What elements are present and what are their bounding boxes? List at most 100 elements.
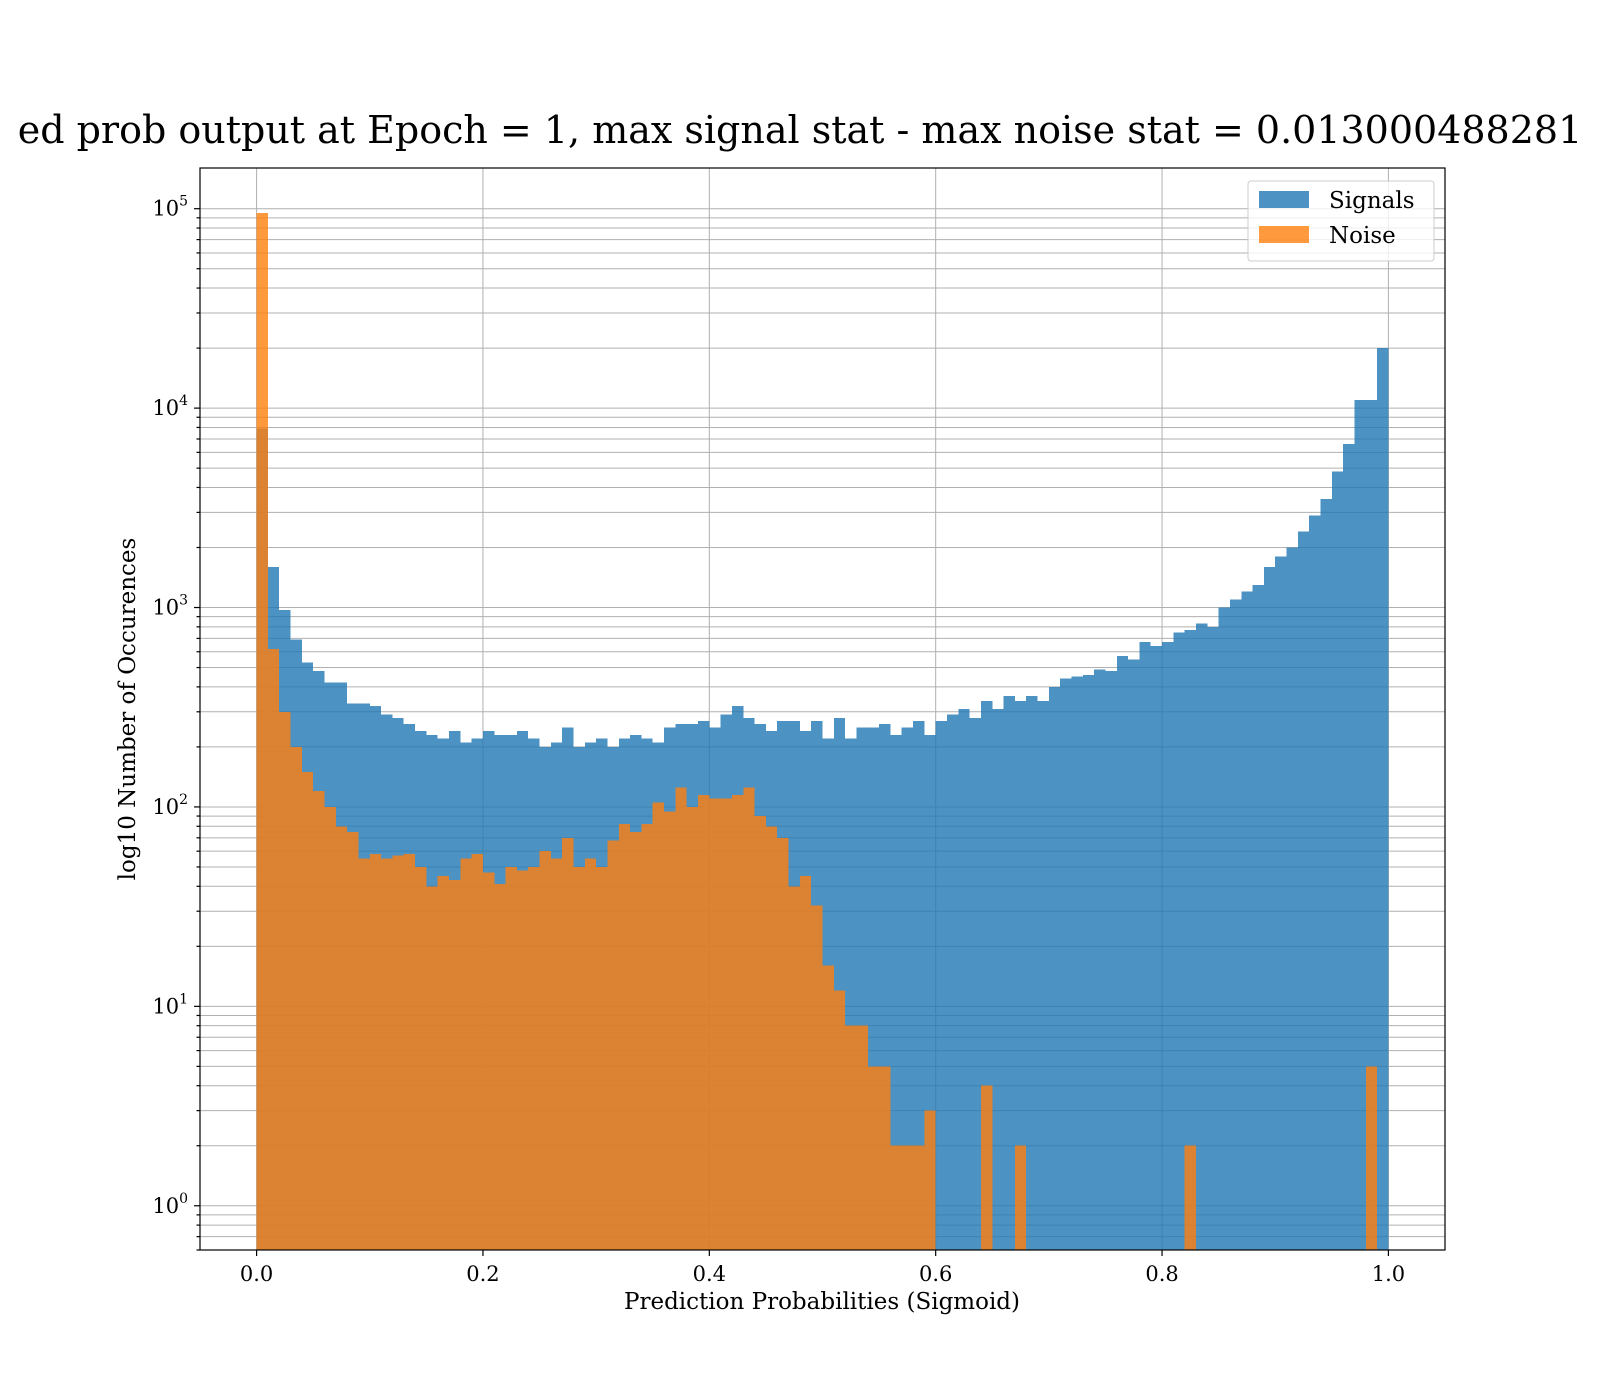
x-tick-label: 0.4 [693, 1262, 726, 1286]
signals-bar [924, 734, 936, 1250]
noise-bar [516, 870, 529, 1250]
noise-bar [833, 990, 846, 1250]
signals-bar [1207, 626, 1219, 1250]
signals-bar [980, 700, 993, 1250]
noise-bar [675, 787, 687, 1250]
noise-bar [369, 854, 382, 1250]
x-tick-label: 0.0 [240, 1262, 273, 1286]
signals-bar [833, 717, 846, 1250]
noise-bar [879, 1066, 891, 1250]
signals-bar [1150, 646, 1163, 1250]
legend: Signals Noise [1247, 180, 1435, 262]
noise-bar [799, 876, 812, 1250]
noise-bar [867, 1066, 880, 1250]
y-axis-ticks: 100 101 102 103 104 105 [152, 194, 200, 1251]
signals-bar [1218, 607, 1230, 1250]
noise-bar [426, 886, 438, 1250]
signals-bar [1320, 499, 1332, 1250]
signals-bar [935, 720, 947, 1250]
signals-bar [992, 708, 1004, 1250]
x-axis-label: Prediction Probabilities (Sigmoid) [624, 1289, 1020, 1315]
noise-bar [641, 824, 653, 1250]
signals-bar [856, 727, 868, 1250]
noise-bar [381, 858, 393, 1250]
noise-bar [347, 831, 359, 1250]
signals-bar [1026, 696, 1038, 1250]
noise-bar [720, 798, 732, 1250]
noise-bar [290, 746, 302, 1250]
noise-bar [550, 858, 563, 1250]
noise-bar [709, 798, 721, 1250]
signals-bar [1037, 700, 1049, 1250]
noise-bar [528, 866, 540, 1250]
signals-bar [1275, 556, 1287, 1250]
noise-bar [335, 826, 348, 1250]
signals-bar [1309, 515, 1321, 1250]
noise-bar [1365, 1066, 1378, 1250]
signals-bar [1263, 566, 1276, 1250]
noise-bar [731, 794, 744, 1250]
signals-bar [890, 734, 902, 1250]
signals-bar [901, 727, 914, 1250]
signals-bar [969, 717, 981, 1250]
noise-bar [482, 872, 495, 1250]
signals-bar [1014, 700, 1027, 1250]
noise-bar [980, 1085, 993, 1250]
signals-bar [1116, 656, 1129, 1250]
noise-bar [777, 837, 789, 1250]
legend-label-signals: Signals [1329, 188, 1415, 214]
signals-bar [1365, 399, 1378, 1250]
noise-bar [856, 1025, 868, 1250]
noise-bar [460, 858, 472, 1250]
y-axis-label: log10 Number of Occurences [115, 538, 141, 881]
noise-bar [584, 858, 597, 1250]
noise-bar [630, 831, 642, 1250]
noise-bar [267, 648, 280, 1250]
signals-bar [1128, 659, 1140, 1250]
noise-bar [392, 855, 404, 1250]
noise-bar [822, 965, 834, 1250]
noise-bar [698, 794, 710, 1250]
y-tick-label: 103 [152, 593, 188, 620]
noise-bar [924, 1110, 936, 1250]
signals-bar [845, 738, 857, 1250]
signals-bar [1286, 547, 1298, 1250]
noise-bar [811, 905, 823, 1250]
noise-bar [1184, 1145, 1196, 1250]
signals-bar [1229, 599, 1242, 1250]
noise-bar [788, 886, 800, 1250]
signals-bar [947, 714, 959, 1250]
noise-bar [573, 866, 585, 1250]
signals-bar [1173, 632, 1185, 1250]
noise-bar [618, 824, 631, 1250]
x-axis-ticks: 0.0 0.2 0.4 0.6 0.8 1.0 [240, 1250, 1405, 1286]
signals-bar [1297, 531, 1310, 1250]
noise-bar [664, 811, 676, 1250]
signals-bar [1162, 642, 1174, 1250]
y-tick-label: 104 [152, 393, 188, 420]
y-tick-label: 105 [152, 194, 188, 221]
noise-bar [301, 771, 314, 1250]
x-tick-label: 0.6 [919, 1262, 952, 1286]
plot-frame [199, 167, 1446, 1251]
noise-bar [754, 816, 766, 1250]
legend-swatch-noise [1259, 226, 1309, 243]
noise-bar [358, 858, 370, 1250]
noise-bar [449, 880, 461, 1250]
noise-bar [743, 787, 755, 1250]
x-tick-label: 1.0 [1372, 1262, 1405, 1286]
noise-bar [901, 1145, 914, 1250]
signals-bar [1343, 444, 1355, 1251]
signals-bar [1184, 630, 1196, 1250]
noise-bar [256, 213, 268, 1251]
signals-bar [1060, 678, 1072, 1250]
noise-bar [652, 802, 665, 1250]
signals-bar [1354, 399, 1366, 1250]
noise-bar [890, 1145, 902, 1250]
noise-bar [505, 866, 517, 1250]
noise-bar [313, 791, 325, 1250]
noise-bar [403, 854, 416, 1250]
x-tick-label: 0.8 [1145, 1262, 1178, 1286]
signals-bar [1331, 471, 1344, 1250]
